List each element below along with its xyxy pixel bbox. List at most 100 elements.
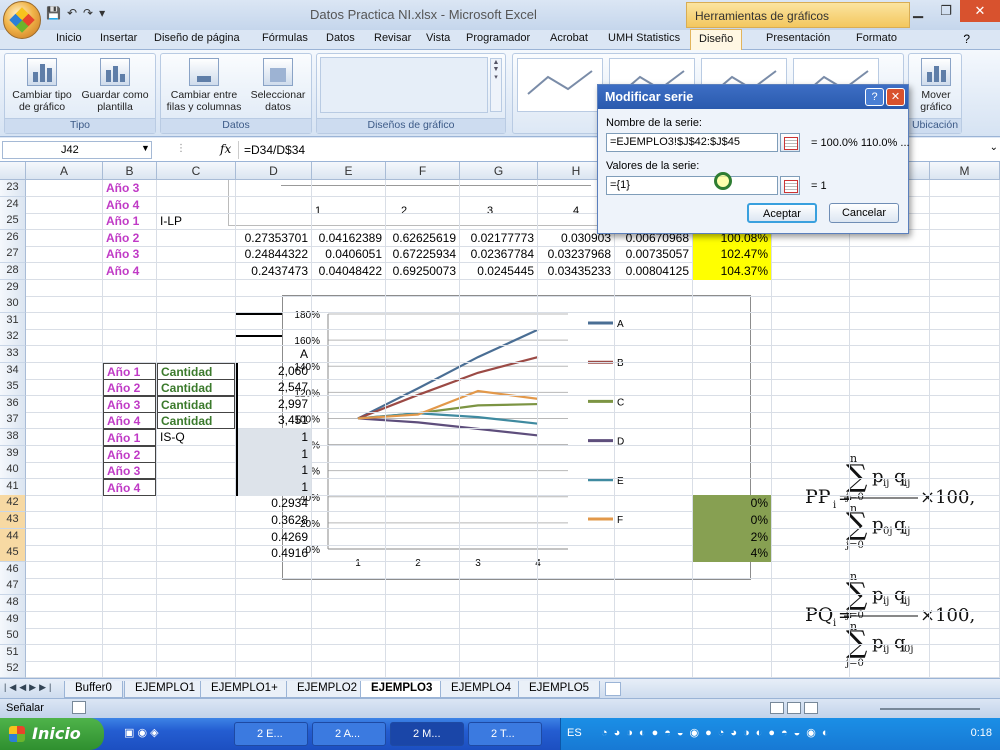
series-name-input[interactable]: =EJEMPLO3!$J$42:$J$45 [606, 133, 778, 152]
tab-vista[interactable]: Vista [426, 32, 451, 44]
cell-b26[interactable]: Año 2 [106, 230, 140, 245]
sheet-nav-icon[interactable]: |◀◀▶▶| [4, 682, 55, 692]
tab-datos[interactable]: Datos [326, 32, 355, 44]
series-values-collapse-icon[interactable] [780, 176, 800, 195]
cell-d41[interactable]: 1 [236, 478, 311, 496]
cancel-button[interactable]: Cancelar [829, 203, 899, 223]
sheet-tab-ejemplo5[interactable]: EJEMPLO5 [518, 681, 601, 698]
cell-j44[interactable]: 2% [693, 528, 771, 546]
normal-view-icon[interactable] [770, 702, 784, 714]
row-header-43[interactable]: 43 [0, 512, 26, 529]
cell-c36[interactable]: Cantidad [157, 395, 235, 413]
row-header-35[interactable]: 35 [0, 379, 26, 397]
cell-b34[interactable]: Año 1 [103, 362, 156, 380]
close-button[interactable]: ✕ [960, 0, 1000, 22]
cell-f27[interactable]: 0.67225934 [392, 247, 456, 262]
cell-c35[interactable]: Cantidad [157, 379, 235, 397]
help-icon[interactable]: ? [963, 32, 970, 46]
row-header-29[interactable]: 29 [0, 279, 26, 297]
sheet-tab-ejemplo2[interactable]: EJEMPLO2 [286, 681, 369, 698]
tab-revisar[interactable]: Revisar [374, 32, 412, 44]
column-header-d[interactable]: D [236, 162, 312, 180]
row-header-32[interactable]: 32 [0, 329, 26, 347]
row-header-34[interactable]: 34 [0, 362, 26, 380]
change-chart-type-button[interactable]: Cambiar tipo de gráfico [9, 58, 75, 113]
sheet-tab-ejemplo3[interactable]: EJEMPLO3 [360, 681, 444, 698]
zoom-slider[interactable] [880, 708, 980, 710]
column-header-e[interactable]: E [312, 162, 386, 180]
cell-d40[interactable]: 1 [236, 462, 311, 480]
cell-b37[interactable]: Año 4 [103, 412, 156, 430]
sheet-tab-ejemplo4[interactable]: EJEMPLO4 [440, 681, 523, 698]
cell-g26[interactable]: 0.02177773 [470, 230, 534, 245]
row-header-50[interactable]: 50 [0, 628, 26, 646]
column-header-a[interactable]: A [26, 162, 103, 180]
row-header-49[interactable]: 49 [0, 611, 26, 629]
tab-f-rmulas[interactable]: Fórmulas [262, 32, 308, 44]
row-header-44[interactable]: 44 [0, 528, 26, 546]
sheet-tab-buffer0[interactable]: Buffer0 [64, 681, 123, 698]
row-header-31[interactable]: 31 [0, 312, 26, 330]
cell-d27[interactable]: 0.24844322 [244, 247, 308, 262]
tab-formato[interactable]: Formato [856, 32, 897, 44]
row-header-51[interactable]: 51 [0, 644, 26, 662]
worksheet-grid[interactable]: 80% 1 2 3 4 0%20%40%60%80%100%120%140%16… [0, 162, 1000, 678]
tab-presentaci-n[interactable]: Presentación [766, 32, 831, 44]
row-header-25[interactable]: 25 [0, 213, 26, 231]
taskbar-button-3[interactable]: 2 M... [390, 722, 464, 746]
cell-d33[interactable]: A [299, 347, 308, 361]
tab-dise-o[interactable]: Diseño [690, 29, 743, 50]
row-header-30[interactable]: 30 [0, 296, 26, 314]
gallery-scroll[interactable]: ▲ ▼ ▾ [490, 58, 502, 112]
cell-i26[interactable]: 0.00670968 [625, 230, 689, 245]
tab-inicio[interactable]: Inicio [56, 32, 82, 44]
restore-button[interactable]: ❐ [940, 3, 952, 18]
name-box[interactable]: J42 [2, 141, 152, 159]
row-header-38[interactable]: 38 [0, 429, 26, 446]
row-header-28[interactable]: 28 [0, 263, 26, 280]
switch-row-column-button[interactable]: Cambiar entre filas y columnas [165, 58, 243, 113]
cell-d36[interactable]: 2,997 [236, 395, 311, 413]
quicklaunch-icons[interactable]: ▣ ◉ ◈ [124, 727, 159, 739]
cell-b24[interactable]: Año 4 [106, 197, 140, 212]
sheet-tab-ejemplo1-[interactable]: EJEMPLO1+ [200, 681, 289, 698]
page-layout-view-icon[interactable] [787, 702, 801, 714]
cell-f26[interactable]: 0.62625619 [392, 230, 456, 245]
cell-d26[interactable]: 0.27353701 [244, 230, 308, 245]
column-header-f[interactable]: F [386, 162, 460, 180]
cell-c34[interactable]: Cantidad [157, 362, 235, 380]
cell-b35[interactable]: Año 2 [103, 379, 156, 397]
undo-icon[interactable]: ↶ [66, 6, 78, 20]
series-values-input[interactable]: ={1} [606, 176, 778, 195]
cell-b40[interactable]: Año 3 [103, 462, 156, 480]
cell-j28[interactable]: 104.37% [693, 263, 771, 280]
redo-icon[interactable]: ↷ [83, 6, 94, 20]
line-chart[interactable]: 0%20%40%60%80%100%120%140%160%180%1234AB… [282, 295, 751, 580]
cell-b25[interactable]: Año 1 [106, 214, 140, 229]
cell-d38[interactable]: 1 [236, 429, 311, 446]
select-all-corner[interactable] [0, 162, 26, 180]
cell-b23[interactable]: Año 3 [106, 181, 140, 195]
row-header-42[interactable]: 42 [0, 495, 26, 513]
row-header-26[interactable]: 26 [0, 229, 26, 247]
minimize-button[interactable]: ▁ [913, 3, 923, 18]
cell-b41[interactable]: Año 4 [103, 478, 156, 496]
row-header-39[interactable]: 39 [0, 445, 26, 463]
customize-qat-icon[interactable]: ▾ [99, 6, 106, 20]
accept-button[interactable]: Aceptar [747, 203, 817, 223]
start-button[interactable]: Inicio [0, 718, 104, 750]
chart-layouts-gallery[interactable] [320, 57, 488, 113]
taskbar-button-1[interactable]: 2 E... [234, 722, 308, 746]
cell-d39[interactable]: 1 [236, 445, 311, 463]
cell-d45[interactable]: 0.4916 [271, 546, 308, 561]
taskbar-button-4[interactable]: 2 T... [468, 722, 542, 746]
cell-b36[interactable]: Año 3 [103, 395, 156, 413]
tab-dise-o-de-p-gina[interactable]: Diseño de página [154, 32, 240, 44]
cell-j26[interactable]: 100.08% [693, 229, 771, 247]
save-icon[interactable]: 💾 [46, 6, 61, 20]
taskbar-button-2[interactable]: 2 A... [312, 722, 386, 746]
cell-b39[interactable]: Año 2 [103, 445, 156, 463]
cell-e26[interactable]: 0.04162389 [318, 230, 382, 245]
cell-h28[interactable]: 0.03435233 [547, 264, 611, 278]
language-indicator[interactable]: ES [567, 727, 582, 739]
